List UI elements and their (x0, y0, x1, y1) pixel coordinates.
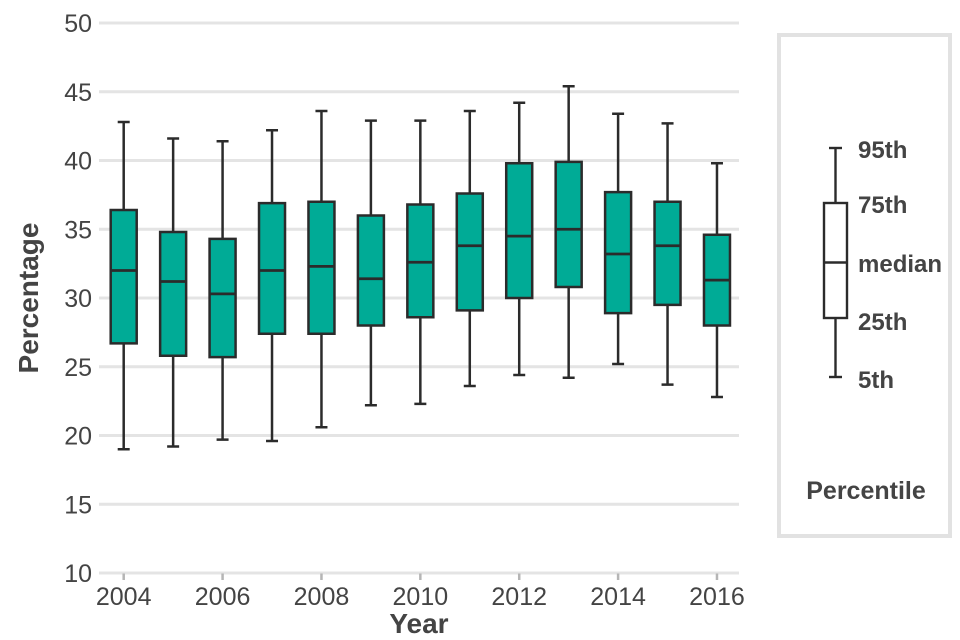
x-tick-label-2004: 2004 (96, 583, 152, 611)
y-tick-label-30: 30 (64, 285, 92, 313)
boxplot-2014 (603, 112, 633, 366)
legend-label-25th: 25th (858, 309, 907, 336)
iqr-box (158, 230, 188, 357)
x-tick-label-2008: 2008 (294, 583, 350, 611)
boxplot-2011 (455, 109, 485, 388)
legend-panel-border (777, 33, 952, 538)
x-tick-label-2006: 2006 (195, 583, 251, 611)
legend-label-5th: 5th (858, 367, 894, 394)
boxplot-2013 (554, 85, 583, 379)
iqr-box (455, 192, 485, 312)
x-tick-label-2016: 2016 (689, 583, 745, 611)
boxplot-2007 (257, 129, 287, 443)
y-tick-label-35: 35 (64, 216, 92, 244)
x-tick-label-2012: 2012 (491, 583, 547, 611)
y-tick-label-50: 50 (64, 10, 92, 38)
y-tick-label-45: 45 (64, 79, 92, 107)
y-axis-title: Percentage (13, 223, 44, 374)
iqr-box (208, 237, 237, 359)
boxplot-2009 (356, 119, 386, 407)
y-tick-label-15: 15 (64, 491, 92, 519)
iqr-box (653, 200, 682, 307)
boxplot-2006 (208, 140, 237, 441)
legend-label-75th: 75th (858, 192, 907, 219)
x-tick-label-2014: 2014 (590, 583, 646, 611)
legend-label-median: median (858, 251, 942, 278)
boxplots-layer (109, 85, 732, 451)
legend-sample-box (822, 201, 849, 320)
legend-sample-boxplot (822, 146, 849, 379)
x-tick-label-2010: 2010 (393, 583, 449, 611)
boxplot-2004 (109, 120, 138, 451)
iqr-box (109, 208, 138, 345)
iqr-box (257, 201, 287, 335)
boxplot-2010 (406, 119, 435, 406)
boxplot-2008 (307, 109, 336, 429)
x-axis-tick-marks (122, 573, 719, 580)
boxplot-2016 (702, 162, 732, 399)
legend-title: Percentile (806, 477, 926, 505)
iqr-box (504, 162, 534, 300)
boxplot-2012 (504, 101, 534, 377)
y-tick-label-20: 20 (64, 423, 92, 451)
x-axis-tick-labels: 2004 2006 2008 2010 2012 2014 2016 (96, 583, 745, 611)
y-tick-label-25: 25 (64, 354, 92, 382)
y-axis-tick-labels: 10 15 20 25 30 35 40 45 50 (64, 10, 92, 588)
boxplot-2005 (158, 137, 188, 448)
y-tick-label-40: 40 (64, 148, 92, 176)
legend-label-95th: 95th (858, 137, 907, 164)
boxplot-2015 (653, 122, 682, 386)
x-axis-title: Year (389, 608, 448, 639)
iqr-box (554, 160, 583, 289)
legend-panel: 95th 75th median 25th 5th Percentile (777, 33, 952, 538)
y-tick-label-10: 10 (64, 560, 92, 588)
iqr-box (356, 214, 386, 327)
